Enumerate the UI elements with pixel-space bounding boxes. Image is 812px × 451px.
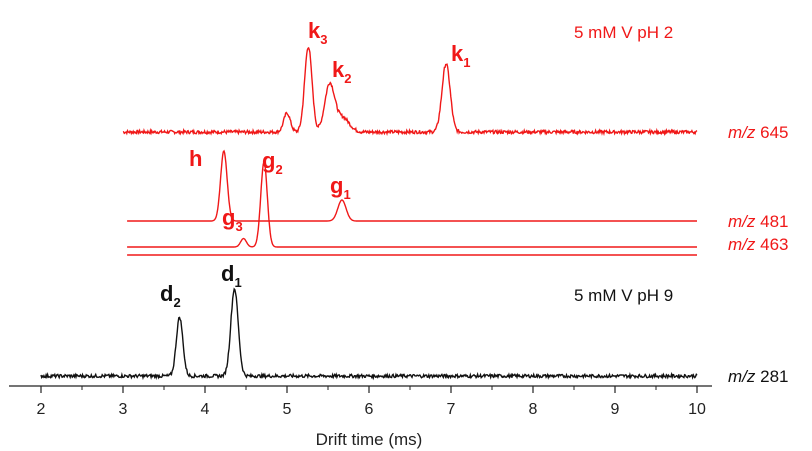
peak-label-k2: k2 xyxy=(332,57,351,86)
condition-label-ph9: 5 mM V pH 9 xyxy=(574,286,673,305)
peak-label-letter: d xyxy=(221,261,234,286)
x-tick-label: 7 xyxy=(447,401,456,418)
trace-label-mz-645: m/z 645 xyxy=(728,123,788,142)
trace-label-mz-value: 281 xyxy=(755,367,788,386)
trace-label-mz-463: m/z 463 xyxy=(728,235,788,254)
peak-label-k3: k3 xyxy=(308,18,327,47)
peak-label-subscript: 2 xyxy=(275,162,282,177)
peak-label-subscript: 1 xyxy=(463,55,470,70)
trace-label-mz-value: 463 xyxy=(755,235,788,254)
series-line-mz-645 xyxy=(123,48,697,134)
peak-label-k1: k1 xyxy=(451,41,470,70)
peak-label-letter: k xyxy=(332,57,345,82)
trace-label-mz-481: m/z 481 xyxy=(728,212,788,231)
peak-label-subscript: 2 xyxy=(173,295,180,310)
series-line-mz-481 xyxy=(127,151,697,221)
series-line-mz-463 xyxy=(127,162,697,247)
condition-label-ph2: 5 mM V pH 2 xyxy=(574,23,673,42)
peak-label-subscript: 3 xyxy=(235,219,242,234)
peak-label-d2: d2 xyxy=(160,281,181,310)
peak-label-letter: h xyxy=(189,146,202,171)
peak-label-subscript: 2 xyxy=(344,71,351,86)
peak-label-letter: k xyxy=(451,41,464,66)
trace-label-mz-value: 481 xyxy=(755,212,788,231)
peak-label-letter: g xyxy=(330,173,343,198)
peak-label-g2: g2 xyxy=(262,148,283,177)
trace-label-mz-281: m/z 281 xyxy=(728,367,788,386)
x-axis-title: Drift time (ms) xyxy=(316,430,423,449)
peak-label-subscript: 1 xyxy=(343,187,350,202)
x-tick-label: 2 xyxy=(37,401,46,418)
trace-label-mz-value: 645 xyxy=(755,123,788,142)
peak-label-g1: g1 xyxy=(330,173,351,202)
x-tick-label: 5 xyxy=(283,401,292,418)
peak-label-h: h xyxy=(189,146,202,171)
x-tick-label: 8 xyxy=(529,401,538,418)
trace-label-mz-italic: m/z xyxy=(728,123,756,142)
peak-label-letter: k xyxy=(308,18,321,43)
trace-label-mz-italic: m/z xyxy=(728,235,756,254)
peak-label-letter: d xyxy=(160,281,173,306)
peak-label-subscript: 1 xyxy=(234,275,241,290)
x-tick-label: 6 xyxy=(365,401,374,418)
x-axis: 2 3 4 5 6 7 8 9 10 xyxy=(9,386,712,418)
trace-label-mz-italic: m/z xyxy=(728,212,756,231)
trace-label-mz-italic: m/z xyxy=(728,367,756,386)
x-tick-label: 4 xyxy=(201,401,210,418)
peak-label-letter: g xyxy=(222,205,235,230)
trace-group xyxy=(41,48,697,378)
x-tick-label: 10 xyxy=(688,401,706,418)
x-tick-label: 9 xyxy=(611,401,620,418)
peak-label-subscript: 3 xyxy=(320,32,327,47)
peak-label-letter: g xyxy=(262,148,275,173)
x-tick-label: 3 xyxy=(119,401,128,418)
peak-label-g3: g3 xyxy=(222,205,243,234)
peak-label-d1: d1 xyxy=(221,261,242,290)
